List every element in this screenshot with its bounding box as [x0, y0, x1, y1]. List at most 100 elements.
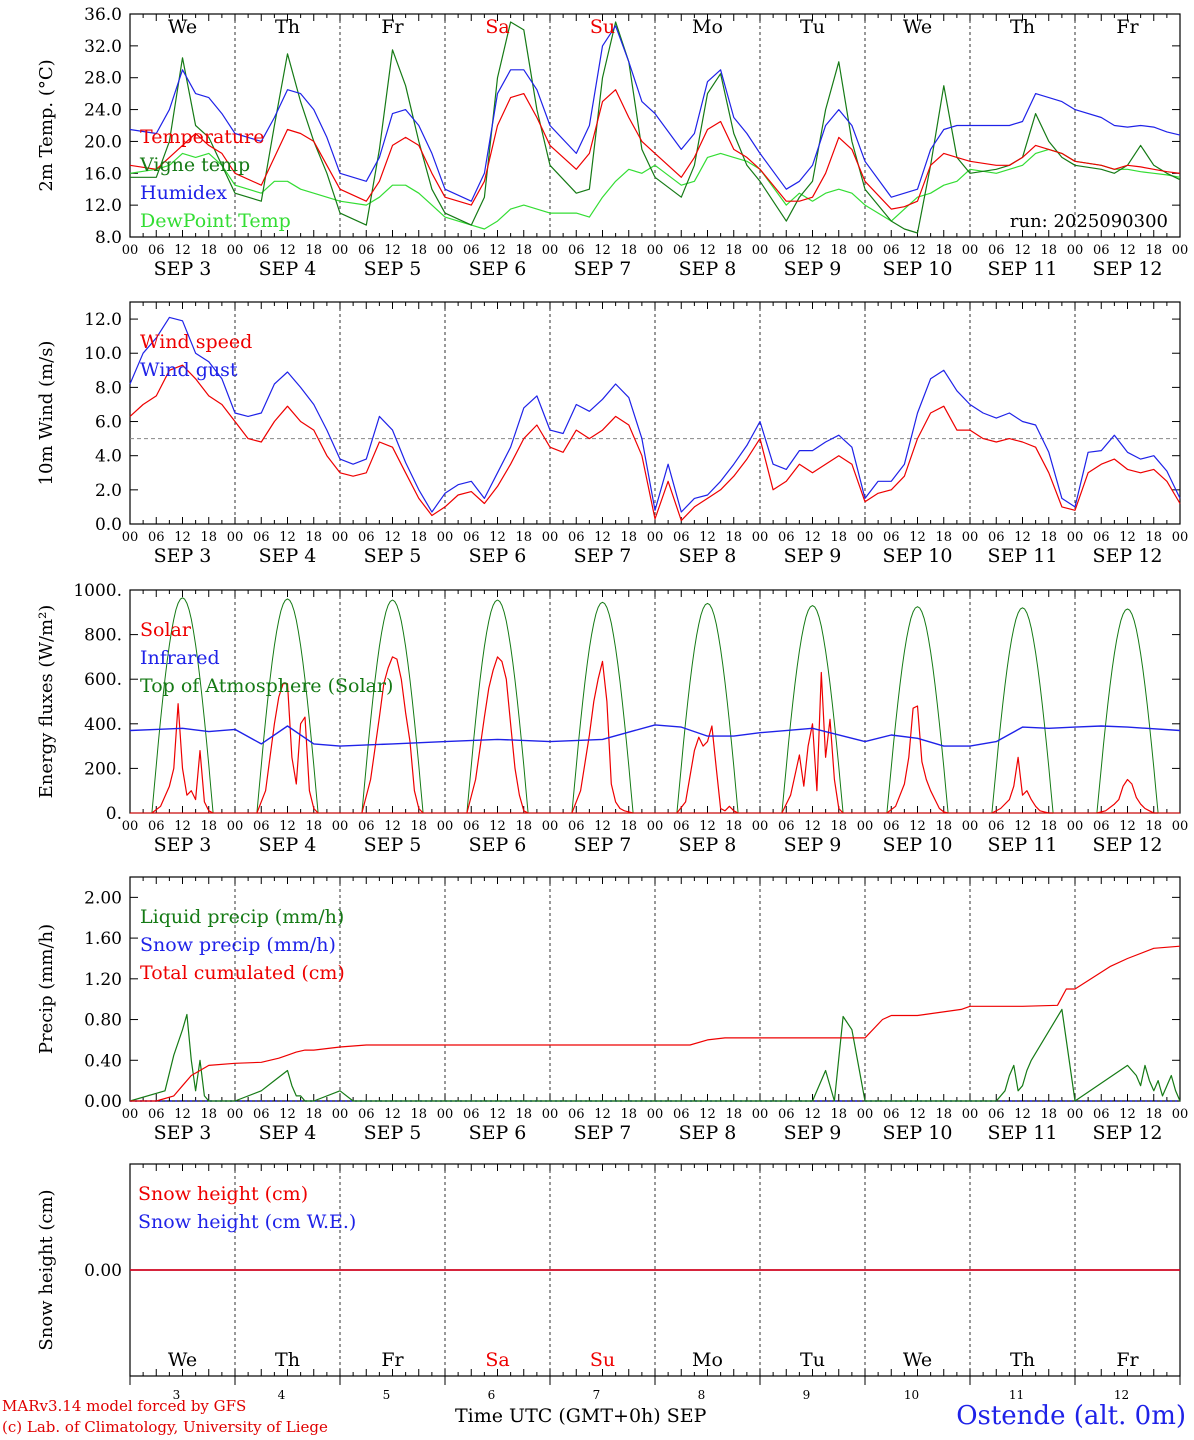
date-label: SEP 6 [469, 1122, 527, 1144]
hour-tick-label: 06 [568, 1107, 585, 1122]
weekday-label: Th [275, 16, 300, 38]
hour-tick-label: 06 [463, 819, 480, 834]
y-tick-label: 0.00 [84, 1092, 122, 1112]
hour-tick-label: 06 [883, 1107, 900, 1122]
hour-tick-label: 06 [148, 1107, 165, 1122]
legend-entry: Wind gust [140, 359, 238, 381]
hour-tick-label: 12 [594, 1107, 611, 1122]
y-tick-label: 8.0 [95, 228, 122, 248]
hour-tick-label: 18 [1145, 1107, 1162, 1122]
hour-tick-label: 18 [620, 819, 637, 834]
hour-tick-label: 18 [725, 819, 742, 834]
hour-tick-label: 12 [594, 530, 611, 545]
solar-series-line [676, 725, 739, 814]
day-number-label: 6 [488, 1388, 496, 1402]
hour-tick-label: 00 [857, 1107, 874, 1122]
hour-tick-label: 12 [279, 243, 296, 258]
run-label: run: 2025090300 [1010, 211, 1168, 232]
hour-tick-label: 18 [410, 819, 427, 834]
hour-tick-label: 18 [1145, 530, 1162, 545]
hour-tick-label: 00 [122, 243, 139, 258]
toa-series-line [991, 607, 1054, 814]
weekday-label: Su [590, 16, 615, 38]
hour-tick-label: 06 [253, 1107, 270, 1122]
hour-tick-label: 12 [1014, 819, 1031, 834]
hour-tick-label: 00 [752, 819, 769, 834]
hour-tick-label: 18 [1040, 243, 1057, 258]
y-tick-label: 32.0 [84, 37, 122, 57]
y-tick-label: 0. [106, 804, 122, 824]
hour-tick-label: 06 [988, 819, 1005, 834]
hour-tick-label: 12 [804, 1107, 821, 1122]
hour-tick-label: 12 [489, 243, 506, 258]
hour-tick-label: 06 [253, 530, 270, 545]
date-label: SEP 5 [364, 258, 422, 280]
day-number-label: 7 [593, 1388, 601, 1402]
weekday-label: Tu [800, 1349, 825, 1371]
model-credit: MARv3.14 model forced by GFS [2, 1397, 247, 1415]
hour-tick-label: 00 [1067, 243, 1084, 258]
hour-tick-label: 00 [122, 530, 139, 545]
hour-tick-label: 06 [778, 1107, 795, 1122]
hour-tick-label: 18 [410, 530, 427, 545]
toa-series-line [256, 598, 319, 814]
hour-tick-label: 12 [909, 1107, 926, 1122]
hour-tick-label: 12 [489, 819, 506, 834]
hour-tick-label: 18 [620, 530, 637, 545]
hour-tick-label: 12 [489, 530, 506, 545]
legend-entry: Humidex [140, 182, 227, 204]
date-label: SEP 8 [679, 834, 737, 856]
hour-tick-label: 18 [725, 243, 742, 258]
date-label: SEP 6 [469, 258, 527, 280]
toa-series-line [781, 605, 844, 814]
weekday-label: Th [1010, 16, 1035, 38]
hour-tick-label: 06 [673, 819, 690, 834]
solar-series-line [1096, 778, 1159, 814]
hour-tick-label: 12 [699, 1107, 716, 1122]
day-number-label: 12 [1114, 1388, 1129, 1402]
hour-tick-label: 00 [647, 530, 664, 545]
hour-tick-label: 06 [463, 1107, 480, 1122]
date-label: SEP 7 [574, 258, 632, 280]
y-tick-label: 6.0 [95, 413, 122, 433]
date-label: SEP 12 [1093, 258, 1163, 280]
hour-tick-label: 06 [463, 243, 480, 258]
hour-tick-label: 00 [1067, 530, 1084, 545]
hour-tick-label: 12 [279, 530, 296, 545]
hour-tick-label: 06 [988, 530, 1005, 545]
date-label: SEP 4 [259, 258, 317, 280]
date-label: SEP 7 [574, 1122, 632, 1144]
date-label: SEP 5 [364, 834, 422, 856]
hour-tick-label: 12 [804, 530, 821, 545]
legend-entry: Snow height (cm W.E.) [138, 1211, 356, 1233]
weekday-label: Mo [692, 16, 723, 38]
station-name: Ostende (alt. 0m) [956, 1401, 1186, 1431]
hour-tick-label: 06 [883, 819, 900, 834]
legend-entry: Top of Atmosphere (Solar) [140, 675, 393, 697]
hour-tick-label: 00 [332, 1107, 349, 1122]
hour-tick-label: 06 [568, 530, 585, 545]
y-tick-label: 12.0 [84, 196, 122, 216]
hour-tick-label: 12 [1014, 1107, 1031, 1122]
hour-tick-label: 00 [752, 243, 769, 258]
hour-tick-label: 18 [935, 530, 952, 545]
legend-entry: Infrared [140, 647, 220, 669]
hour-tick-label: 06 [568, 243, 585, 258]
hour-tick-label: 12 [804, 819, 821, 834]
day-number-label: 3 [173, 1388, 181, 1402]
date-label: SEP 9 [784, 1122, 842, 1144]
hour-tick-label: 06 [778, 819, 795, 834]
date-label: SEP 10 [883, 545, 953, 567]
date-label: SEP 7 [574, 834, 632, 856]
hour-tick-label: 06 [463, 530, 480, 545]
hour-tick-label: 18 [935, 1107, 952, 1122]
hour-tick-label: 06 [253, 243, 270, 258]
date-label: SEP 12 [1093, 545, 1163, 567]
hour-tick-label: 18 [410, 243, 427, 258]
y-axis-label: Precip (mm/h) [36, 924, 57, 1054]
y-tick-label: 36.0 [84, 5, 122, 25]
hour-tick-label: 18 [410, 1107, 427, 1122]
hour-tick-label: 06 [988, 243, 1005, 258]
hour-tick-label: 06 [883, 530, 900, 545]
toa-series-line [151, 597, 214, 814]
